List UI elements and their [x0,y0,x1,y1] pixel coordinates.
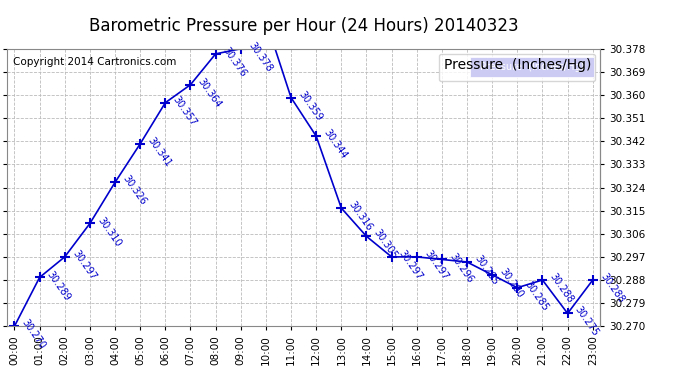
Text: 30.288: 30.288 [598,272,626,305]
Text: 30.326: 30.326 [121,174,148,207]
Text: 30.389: 30.389 [0,374,1,375]
Text: 30.285: 30.285 [523,279,551,313]
Text: 30.296: 30.296 [447,251,475,284]
Text: 30.297: 30.297 [422,248,450,282]
Text: 30.357: 30.357 [171,94,199,128]
Text: 30.289: 30.289 [45,269,72,302]
Legend:  [440,54,595,81]
Text: 30.310: 30.310 [95,215,123,248]
Text: 30.297: 30.297 [70,248,98,282]
FancyBboxPatch shape [470,57,594,76]
Text: 30.295: 30.295 [473,254,500,287]
Text: 30.344: 30.344 [322,128,349,161]
Text: 30.275: 30.275 [573,305,601,339]
Text: 30.290: 30.290 [497,266,525,300]
Text: 30.316: 30.316 [347,200,375,233]
Text: 30.364: 30.364 [196,76,224,109]
Text: 30.341: 30.341 [146,135,173,169]
Text: 30.359: 30.359 [297,89,324,123]
Text: 30.288: 30.288 [548,272,575,305]
Text: Pressure  (Inches/Hg): Pressure (Inches/Hg) [480,62,584,72]
Text: 30.376: 30.376 [221,45,248,79]
Text: 30.378: 30.378 [246,40,274,74]
Text: 30.270: 30.270 [20,318,48,351]
Text: 30.297: 30.297 [397,248,425,282]
Text: Barometric Pressure per Hour (24 Hours) 20140323: Barometric Pressure per Hour (24 Hours) … [89,17,518,35]
Text: 30.305: 30.305 [372,228,400,261]
Text: Copyright 2014 Cartronics.com: Copyright 2014 Cartronics.com [13,57,176,67]
